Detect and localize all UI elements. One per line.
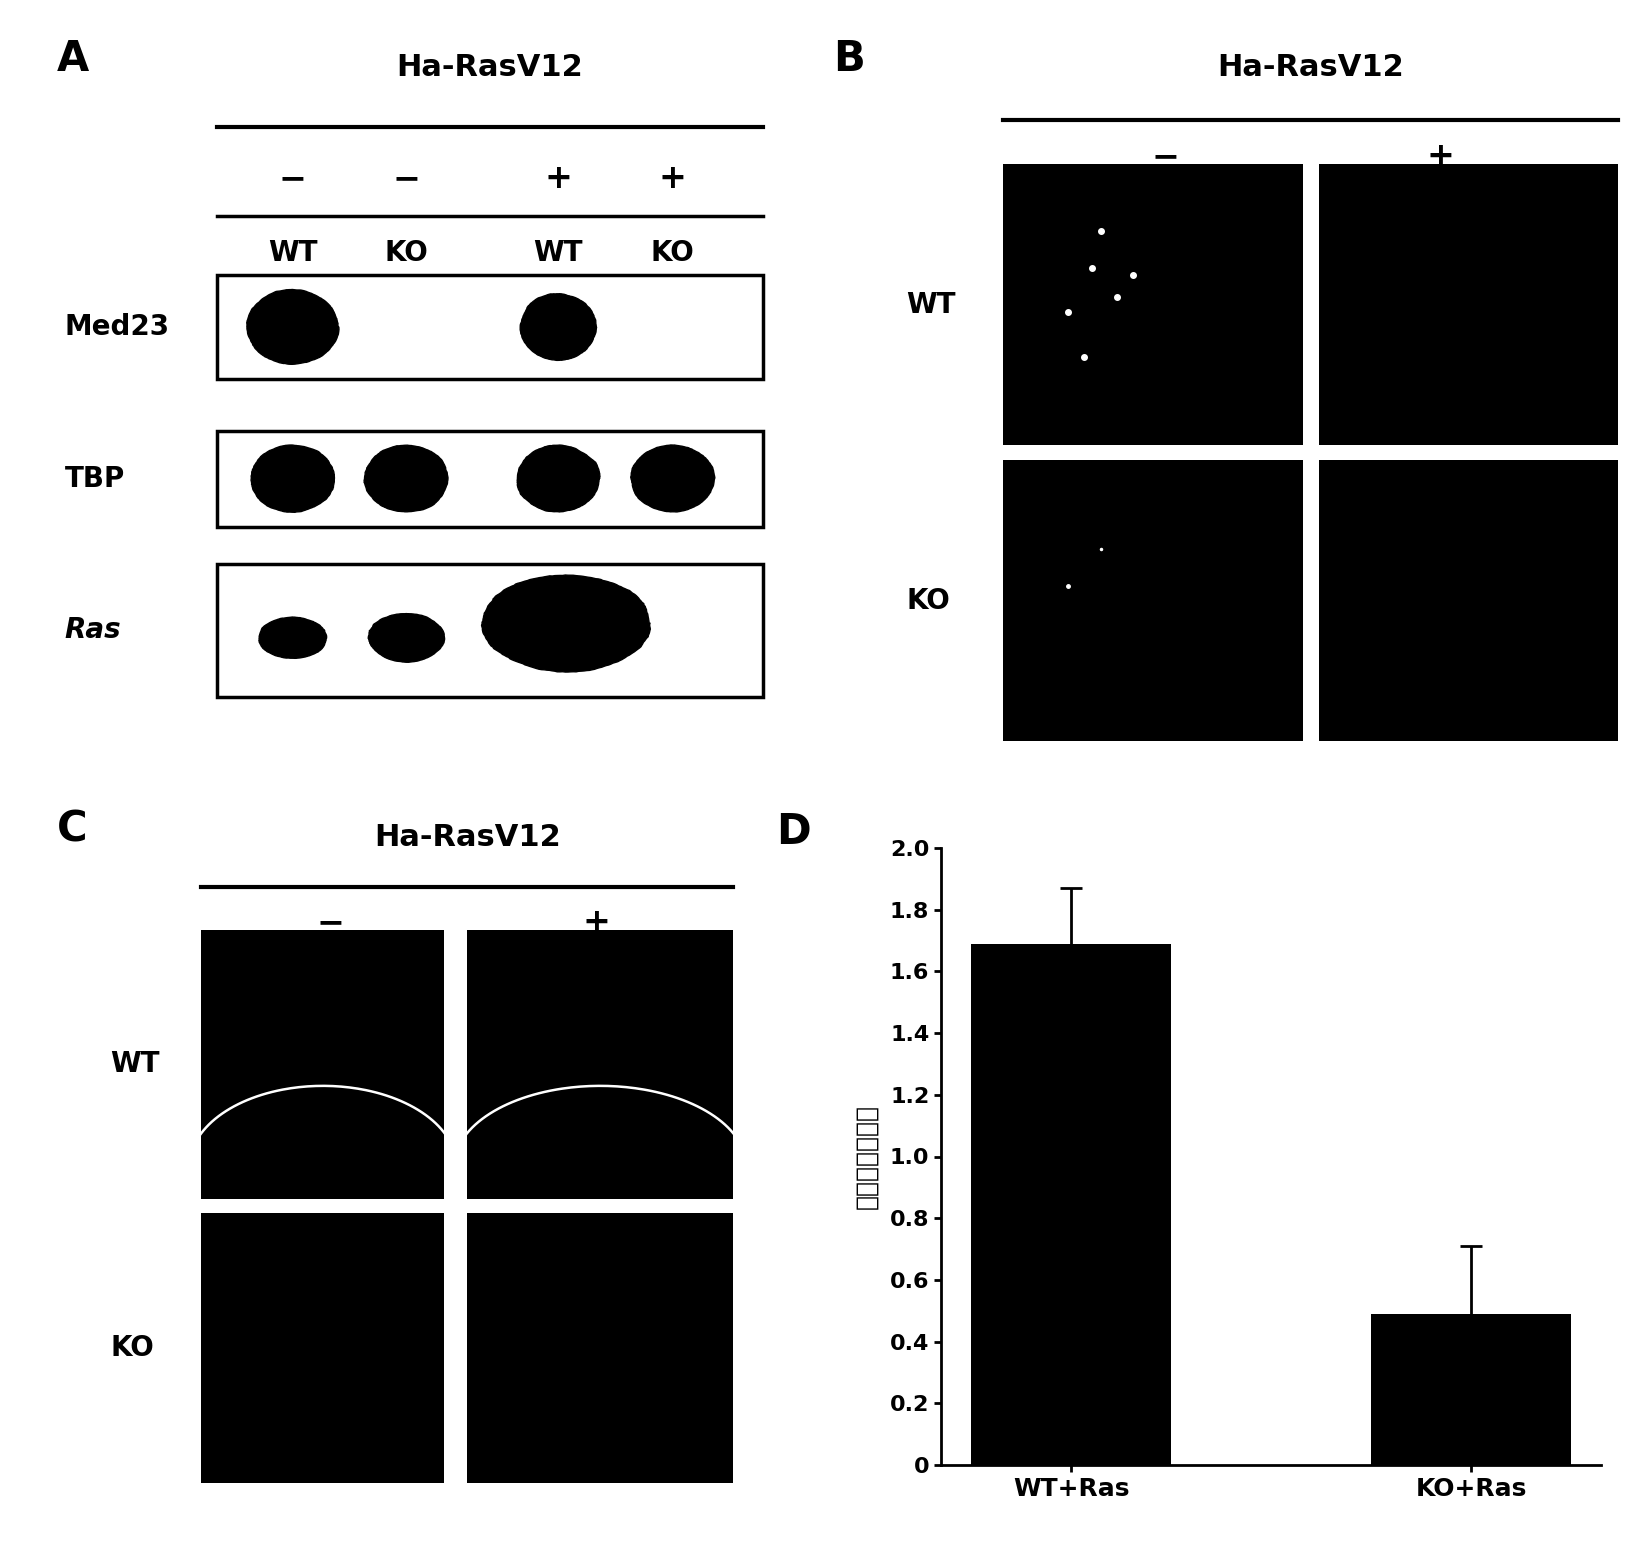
Text: A: A	[58, 39, 89, 80]
Text: +: +	[545, 162, 573, 196]
Text: WT: WT	[533, 239, 583, 267]
Text: Med23: Med23	[64, 313, 170, 341]
Bar	[201, 930, 444, 1200]
Polygon shape	[520, 293, 596, 361]
Bar	[216, 430, 763, 527]
Text: B: B	[834, 39, 865, 80]
Text: Ras: Ras	[64, 617, 121, 645]
Text: KO: KO	[650, 239, 693, 267]
Polygon shape	[368, 614, 444, 662]
Bar	[216, 274, 763, 379]
Bar	[971, 944, 1171, 1465]
Bar	[1004, 460, 1303, 742]
Text: +: +	[1426, 140, 1455, 173]
Polygon shape	[517, 446, 599, 512]
Text: WT: WT	[267, 239, 317, 267]
Polygon shape	[246, 290, 338, 364]
Y-axis label: 肿瘤质量（克）: 肿瘤质量（克）	[855, 1104, 878, 1209]
Bar	[467, 1214, 733, 1483]
Text: KO: KO	[385, 239, 428, 267]
Text: TBP: TBP	[64, 464, 125, 492]
Text: +: +	[659, 162, 687, 196]
Text: D: D	[776, 811, 811, 853]
Text: KO: KO	[906, 588, 949, 615]
Text: −: −	[393, 162, 421, 196]
Bar	[1319, 460, 1618, 742]
Text: Ha-RasV12: Ha-RasV12	[1217, 52, 1405, 82]
Text: C: C	[58, 810, 88, 851]
Text: Ha-RasV12: Ha-RasV12	[373, 823, 561, 853]
Polygon shape	[482, 575, 650, 672]
Bar	[1372, 1314, 1572, 1465]
Text: WT: WT	[111, 1050, 160, 1078]
Text: Ha-RasV12: Ha-RasV12	[396, 52, 583, 82]
Text: WT: WT	[906, 291, 956, 319]
Bar	[467, 930, 733, 1200]
Text: +: +	[583, 905, 611, 939]
Bar	[201, 1214, 444, 1483]
Polygon shape	[631, 446, 715, 512]
Polygon shape	[251, 446, 335, 512]
Bar	[216, 564, 763, 697]
Bar	[1004, 163, 1303, 446]
Polygon shape	[365, 446, 447, 512]
Text: −: −	[317, 905, 345, 939]
Text: −: −	[1151, 140, 1179, 173]
Bar	[1319, 163, 1618, 446]
Text: −: −	[279, 162, 307, 196]
Text: KO: KO	[111, 1334, 154, 1362]
Polygon shape	[259, 617, 327, 658]
